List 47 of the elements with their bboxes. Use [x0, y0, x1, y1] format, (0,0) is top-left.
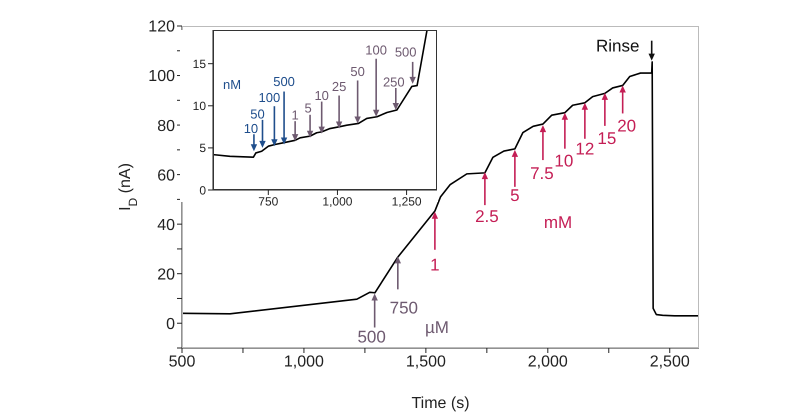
annotation: 100 — [258, 90, 280, 105]
annotation: 5 — [304, 100, 312, 116]
annotation: 10 — [554, 152, 574, 171]
annotation: 50 — [250, 106, 265, 122]
annotation: mM — [542, 212, 574, 234]
y-tick-label: 0 — [199, 183, 206, 198]
annotation: 500 — [273, 74, 295, 90]
y-tick-label: 80 — [157, 118, 176, 135]
y-tick-label: 100 — [148, 68, 176, 86]
annotation: 100 — [365, 42, 388, 58]
x-tick-label: 1,000 — [322, 194, 353, 209]
annotation: Rinse — [596, 36, 640, 56]
x-tick-label: 1,250 — [392, 194, 422, 209]
x-tick-label: 1,000 — [284, 353, 324, 370]
annotation: 250 — [382, 74, 405, 90]
annotation: 750 — [390, 298, 418, 318]
annotation: 1 — [292, 108, 299, 123]
annotation: µM — [424, 317, 450, 339]
x-tick-label: 500 — [168, 353, 196, 370]
y-tick-label: 20 — [157, 266, 176, 284]
annotation: nM — [222, 77, 242, 92]
x-tick-label: 2,000 — [528, 353, 568, 370]
annotation: 5 — [510, 186, 520, 205]
annotation: 25 — [332, 79, 346, 94]
x-axis-title: Time (s) — [411, 395, 470, 412]
annotation: 10 — [314, 88, 329, 104]
annotation: 500 — [357, 327, 386, 346]
y-tick-label: 120 — [148, 18, 176, 36]
y-tick-label: 0 — [166, 316, 176, 333]
annotation: 7.5 — [530, 164, 554, 184]
annotation: 10 — [244, 120, 258, 136]
y-tick-label: 5 — [199, 141, 206, 156]
line-series — [213, 30, 428, 158]
x-tick-label: 2,500 — [650, 353, 690, 370]
annotation: 2.5 — [475, 207, 499, 226]
x-tick-label: 1,500 — [406, 353, 446, 370]
annotation: 1 — [430, 256, 440, 275]
annotation: 50 — [350, 64, 365, 80]
y-tick-label: 10 — [192, 99, 206, 114]
y-tick-label: 15 — [192, 56, 206, 71]
y-tick-label: 40 — [157, 216, 176, 234]
annotation: 500 — [394, 44, 417, 60]
annotation: 12 — [575, 140, 594, 159]
annotation: 15 — [597, 128, 616, 148]
x-tick-label: 750 — [258, 194, 279, 209]
y-tick-label: 60 — [157, 167, 176, 184]
annotation: 20 — [617, 116, 636, 136]
